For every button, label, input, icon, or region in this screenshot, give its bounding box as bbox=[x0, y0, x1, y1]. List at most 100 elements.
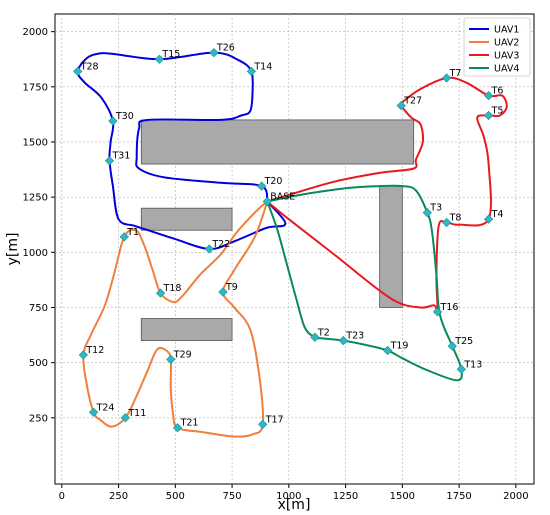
target-label: T13 bbox=[463, 359, 482, 370]
target-label: T1 bbox=[126, 227, 139, 238]
target-marker bbox=[483, 110, 494, 121]
y-tick-label: 1000 bbox=[23, 248, 48, 259]
target-marker bbox=[432, 307, 443, 317]
target-label: T19 bbox=[390, 341, 409, 352]
x-tick-label: 1500 bbox=[390, 491, 415, 502]
target-label: T17 bbox=[265, 414, 284, 425]
target-marker bbox=[441, 73, 452, 83]
target-label: T14 bbox=[253, 61, 272, 72]
obstacle bbox=[140, 207, 233, 231]
y-tick-label: 500 bbox=[29, 358, 48, 369]
x-tick-label: 250 bbox=[109, 491, 128, 502]
target-label: T9 bbox=[225, 282, 238, 293]
target-label: T6 bbox=[491, 86, 504, 97]
target-label: T28 bbox=[80, 61, 99, 72]
target-marker bbox=[483, 214, 494, 224]
series-line-uav4 bbox=[266, 184, 463, 382]
target-marker bbox=[104, 156, 115, 166]
target-marker bbox=[382, 345, 393, 356]
y-tick-label: 1250 bbox=[23, 193, 48, 204]
target-label: T2 bbox=[317, 327, 330, 338]
y-tick-label: 1500 bbox=[23, 137, 48, 148]
target-marker bbox=[108, 116, 118, 126]
series-line-uav1 bbox=[76, 51, 287, 251]
target-marker bbox=[258, 419, 268, 430]
y-axis-ticks: 250 500 750 1000 1250 1500 1750 2000 bbox=[23, 27, 55, 424]
target-label: T22 bbox=[211, 239, 230, 250]
target-marker bbox=[218, 287, 228, 297]
target-label: T15 bbox=[161, 49, 180, 60]
target-marker bbox=[119, 232, 129, 242]
y-tick-label: 250 bbox=[29, 413, 48, 424]
legend-label-uav4: UAV4 bbox=[494, 64, 519, 75]
legend-label-uav1: UAV1 bbox=[494, 25, 519, 36]
target-marker bbox=[441, 217, 452, 228]
target-label: T3 bbox=[429, 203, 442, 214]
target-label: T30 bbox=[115, 111, 134, 122]
target-label: T26 bbox=[216, 43, 235, 54]
target-label: T7 bbox=[449, 68, 462, 79]
target-marker bbox=[204, 244, 214, 254]
x-tick-label: 500 bbox=[166, 491, 185, 502]
target-label: T4 bbox=[491, 209, 504, 220]
obstacle bbox=[140, 119, 415, 165]
x-tick-label: 1250 bbox=[333, 491, 358, 502]
target-marker bbox=[88, 407, 99, 417]
target-marker bbox=[256, 181, 267, 191]
x-tick-label: 0 bbox=[59, 491, 65, 502]
obstacle bbox=[379, 185, 403, 308]
target-marker bbox=[310, 332, 320, 342]
target-marker bbox=[396, 100, 406, 111]
x-tick-label: 750 bbox=[223, 491, 242, 502]
target-label: T24 bbox=[96, 402, 115, 413]
x-tick-label: 2000 bbox=[503, 491, 528, 502]
target-marker bbox=[172, 423, 183, 433]
target-marker bbox=[456, 364, 466, 374]
target-label: T18 bbox=[163, 283, 182, 294]
y-tick-label: 1750 bbox=[23, 82, 48, 93]
target-marker bbox=[209, 47, 219, 58]
target-label: T12 bbox=[85, 345, 104, 356]
target-label: T25 bbox=[454, 336, 473, 347]
target-marker bbox=[78, 350, 89, 360]
x-tick-label: 1750 bbox=[446, 491, 471, 502]
x-tick-label: 1000 bbox=[276, 491, 301, 502]
legend-label-uav2: UAV2 bbox=[494, 38, 519, 49]
target-label: BASE bbox=[270, 192, 295, 203]
target-marker bbox=[155, 288, 166, 298]
target-marker bbox=[483, 91, 494, 101]
target-marker bbox=[338, 335, 348, 346]
target-label: T21 bbox=[180, 418, 199, 429]
plot-area bbox=[54, 13, 535, 485]
target-label: T20 bbox=[264, 176, 283, 187]
target-label: T31 bbox=[111, 151, 130, 162]
series-line-uav2 bbox=[82, 200, 269, 438]
obstacle bbox=[140, 318, 233, 341]
target-marker bbox=[262, 196, 272, 207]
x-axis-ticks: 0 250 500 750 1000 1250 1500 1750 2000 bbox=[59, 484, 529, 502]
target-markers bbox=[73, 47, 494, 433]
target-marker bbox=[120, 413, 130, 423]
legend: UAV1 UAV2 UAV3 UAV4 bbox=[463, 17, 531, 77]
target-label: T8 bbox=[449, 213, 462, 224]
target-marker bbox=[246, 66, 256, 76]
obstacles bbox=[140, 119, 415, 341]
target-label: T23 bbox=[345, 331, 364, 342]
target-label: T27 bbox=[403, 96, 422, 107]
target-label: T11 bbox=[127, 408, 146, 419]
y-tick-label: 750 bbox=[29, 303, 48, 314]
y-tick-label: 2000 bbox=[23, 27, 48, 38]
target-label: T29 bbox=[173, 349, 192, 360]
target-marker bbox=[422, 207, 432, 218]
target-label: T5 bbox=[491, 106, 504, 117]
target-marker bbox=[154, 54, 165, 64]
y-axis-label: y[m] bbox=[5, 233, 21, 266]
target-label: T16 bbox=[440, 302, 459, 313]
target-marker bbox=[73, 66, 83, 76]
target-marker bbox=[166, 354, 176, 364]
legend-box bbox=[463, 17, 531, 77]
legend-label-uav3: UAV3 bbox=[494, 51, 519, 62]
target-labels: BASE T1 T2 T3 T4 T5 T6 T7 T8 T9 T11 T12 T13 T14 T15 T16… bbox=[80, 43, 504, 429]
x-axis-label: x[m] bbox=[278, 497, 311, 513]
target-marker bbox=[447, 341, 457, 351]
